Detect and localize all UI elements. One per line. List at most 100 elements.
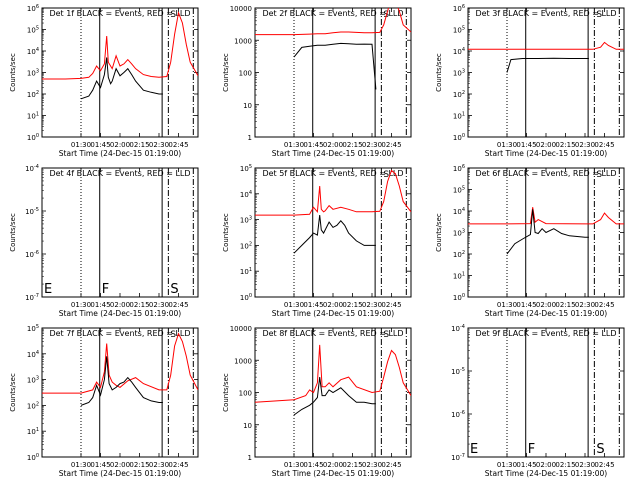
y-tick-label: 10-5	[25, 207, 39, 216]
marker-label: F	[102, 282, 109, 297]
panel-6: Det 6f BLACK = Events, RED = LLD 01:30 01:…	[435, 164, 625, 318]
x-tick-label: 01:45	[303, 301, 323, 309]
x-tick-label: 01:30	[284, 141, 304, 149]
x-tick-label: 02:45	[594, 141, 614, 149]
marker-label: S	[170, 10, 176, 20]
y-tick-label: 105	[27, 324, 39, 333]
marker-label: S	[383, 330, 389, 340]
y-tick-label: 104	[240, 190, 252, 199]
y-tick-exponent: -4	[460, 324, 465, 330]
x-tick-label: 01:30	[497, 301, 517, 309]
marker-label: S	[383, 170, 389, 180]
y-tick-label: 105	[27, 26, 39, 35]
x-tick-label: 02:00	[110, 141, 130, 149]
y-tick-exponent: 6	[462, 164, 465, 170]
y-tick-label: 102	[453, 250, 465, 259]
y-tick-label: 106	[453, 4, 465, 13]
plot-frame	[254, 167, 412, 298]
y-tick-exponent: 4	[36, 350, 39, 356]
y-tick-exponent: 1	[462, 272, 465, 278]
y-tick-label: 101	[453, 112, 465, 121]
y-tick-exponent: 5	[36, 324, 39, 330]
y-tick-exponent: 0	[462, 133, 465, 139]
y-tick-label: 10-4	[451, 324, 465, 333]
y-tick-label: 1	[248, 454, 252, 462]
x-tick-label: 02:30	[149, 461, 169, 469]
marker-label: F	[528, 442, 535, 457]
x-tick-label: 01:30	[71, 141, 91, 149]
marker-label: S	[596, 10, 602, 20]
x-tick-label: 01:30	[71, 461, 91, 469]
x-axis-label: Start Time (24-Dec-15 01:19:00)	[59, 309, 181, 318]
x-tick-label: 02:45	[168, 461, 188, 469]
y-tick-label: 100	[239, 70, 252, 78]
marker-label-left: E	[44, 282, 52, 297]
y-tick-exponent: 0	[36, 133, 39, 139]
x-tick-label: 02:45	[168, 301, 188, 309]
y-tick-label: 100	[453, 293, 465, 302]
y-tick-exponent: 2	[462, 90, 465, 96]
chart-title: Det 2f BLACK = Events, RED = LLD	[262, 9, 403, 18]
x-tick-label: 01:45	[90, 461, 110, 469]
x-tick-label: 01:45	[516, 141, 536, 149]
y-tick-label: 103	[453, 69, 465, 78]
x-tick-label: 02:00	[110, 301, 130, 309]
panel-1: Det 1f BLACK = Events, RED = LLD 01:30 01:…	[9, 4, 199, 158]
y-tick-label: 100	[27, 133, 39, 142]
y-tick-label: 103	[240, 216, 252, 225]
y-tick-exponent: 4	[462, 207, 465, 213]
y-tick-label: 10	[243, 102, 252, 110]
plot-frame	[41, 167, 199, 298]
y-tick-label: 101	[453, 272, 465, 281]
y-tick-label: 104	[27, 47, 39, 56]
x-tick-label: 01:30	[284, 301, 304, 309]
series-events	[80, 57, 163, 100]
y-tick-exponent: 2	[36, 401, 39, 407]
y-tick-exponent: 4	[36, 47, 39, 53]
y-tick-label: 1000	[234, 37, 252, 45]
y-tick-label: 105	[453, 26, 465, 35]
y-tick-label: 10	[243, 422, 252, 430]
x-tick-label: 01:30	[71, 301, 91, 309]
series-lld	[255, 169, 411, 216]
x-tick-label: 01:45	[303, 141, 323, 149]
x-tick-label: 01:30	[497, 141, 517, 149]
y-axis-label: Counts/sec	[222, 373, 230, 412]
x-tick-label: 02:45	[594, 301, 614, 309]
y-tick-exponent: 1	[249, 267, 252, 273]
y-tick-exponent: 1	[462, 112, 465, 118]
x-tick-label: 02:15	[129, 301, 149, 309]
y-tick-label: 103	[453, 229, 465, 238]
y-axis-label: Counts/sec	[9, 373, 17, 412]
series-lld	[42, 10, 198, 80]
y-tick-label: 10000	[230, 325, 252, 333]
y-tick-label: 104	[27, 350, 39, 359]
x-tick-label: 02:00	[110, 461, 130, 469]
x-tick-label: 02:30	[149, 141, 169, 149]
x-tick-label: 02:15	[555, 141, 575, 149]
x-tick-label: 02:30	[575, 461, 595, 469]
series-events	[506, 57, 589, 73]
y-tick-label: 102	[240, 241, 252, 250]
x-tick-label: 02:00	[323, 141, 343, 149]
panel-9: Det 9f BLACK = Events, RED = LLD 01:30 01:…	[451, 324, 625, 478]
series-lld	[468, 41, 624, 50]
chart-title: Det 6f BLACK = Events, RED = LLD	[475, 169, 616, 178]
panel-8: Det 8f BLACK = Events, RED = LLD 01:30 01:…	[222, 325, 412, 478]
y-tick-label: 101	[240, 267, 252, 276]
y-axis-label: Counts/sec	[9, 213, 17, 252]
x-tick-label: 02:15	[342, 461, 362, 469]
x-axis-label: Start Time (24-Dec-15 01:19:00)	[272, 309, 394, 318]
marker-label: S	[596, 442, 604, 457]
y-tick-exponent: 0	[36, 453, 39, 459]
x-tick-label: 02:45	[381, 301, 401, 309]
series-lld	[42, 332, 198, 394]
chart-title: Det 4f BLACK = Events, RED = LLD	[49, 169, 190, 178]
marker-label-left: E	[470, 442, 478, 457]
series-events	[293, 215, 376, 254]
y-axis-label: Counts/sec	[222, 213, 230, 252]
y-tick-exponent: 5	[462, 186, 465, 192]
x-axis-label: Start Time (24-Dec-15 01:19:00)	[59, 469, 181, 478]
